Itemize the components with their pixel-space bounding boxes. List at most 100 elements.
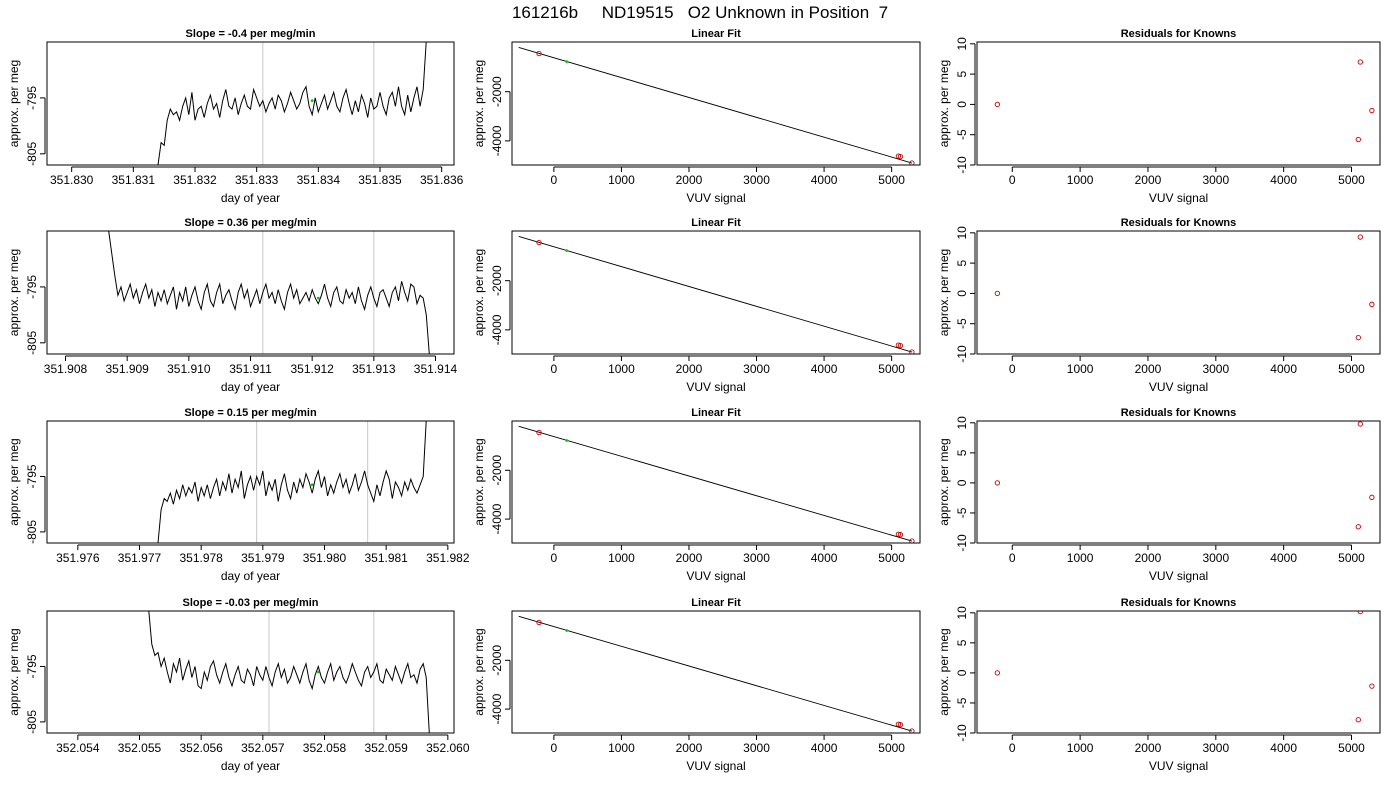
data-point	[909, 349, 915, 354]
x-tick-label: 4000	[1270, 551, 1297, 565]
chart-panel: Residuals for Knowns 0 1000 2000 3000 4000 500…	[937, 217, 1381, 394]
x-tick-label: 3000	[1202, 173, 1229, 187]
data-point	[994, 101, 1001, 108]
x-tick-label: 351.831	[112, 173, 156, 187]
plot-frame	[976, 420, 1381, 544]
x-tick-label: 351.835	[358, 173, 402, 187]
x-tick-label: 351.981	[364, 551, 408, 565]
x-tick-label: 0	[1009, 173, 1016, 187]
x-tick-label: 3000	[743, 551, 770, 565]
x-tick-label: 351.982	[426, 551, 470, 565]
data-point	[994, 670, 1001, 676]
y-tick-label: 0	[955, 669, 969, 676]
y-tick-label: 0	[955, 290, 969, 297]
x-tick-label: 5000	[1338, 741, 1365, 755]
x-tick-label: 5000	[878, 173, 905, 187]
x-tick-label: 2000	[1135, 551, 1162, 565]
y-tick-label: -805	[25, 141, 39, 165]
x-tick-label: 351.836	[420, 173, 464, 187]
y-tick-label: -5	[955, 129, 969, 140]
y-tick-label: -4000	[490, 125, 504, 156]
x-tick-label: 0	[551, 173, 558, 187]
x-tick-label: 3000	[1202, 741, 1229, 755]
x-tick-label: 351.913	[352, 362, 396, 376]
highlight-point	[565, 629, 569, 632]
chart-title: Slope = -0.03 per meg/min	[182, 597, 318, 609]
highlight-point	[310, 99, 314, 103]
x-tick-label: 352.057	[241, 741, 285, 755]
x-tick-label: 352.056	[179, 741, 223, 755]
y-tick-label: -2000	[490, 76, 504, 107]
y-tick-label: -2000	[490, 645, 504, 676]
x-tick-label: 351.832	[173, 173, 217, 187]
x-tick-label: 351.914	[414, 362, 458, 376]
y-tick-label: -795	[25, 86, 39, 110]
y-tick-label: -805	[25, 330, 39, 354]
x-tick-label: 4000	[1270, 741, 1297, 755]
x-tick-label: 3000	[1202, 362, 1229, 376]
highlight-point	[565, 249, 569, 253]
data-point	[909, 728, 915, 733]
x-tick-label: 3000	[743, 741, 770, 755]
plot-area	[994, 421, 1375, 530]
x-tick-label: 351.834	[297, 173, 341, 187]
x-tick-label: 351.980	[303, 551, 347, 565]
y-tick-label: -10	[955, 534, 969, 552]
chart-panel: Residuals for Knowns 0 1000 2000 3000 4000 500…	[937, 407, 1381, 583]
fit-line	[518, 425, 913, 542]
y-tick-label: 5	[955, 639, 969, 646]
x-tick-label: 5000	[1338, 551, 1365, 565]
plot-frame	[511, 420, 921, 544]
x-tick-label: 3000	[743, 173, 770, 187]
highlight-point	[316, 296, 320, 300]
y-tick-label: 5	[955, 70, 969, 77]
x-tick-label: 0	[551, 741, 558, 755]
x-tick-label: 0	[1009, 551, 1016, 565]
x-tick-label: 0	[551, 551, 558, 565]
chart-title: Slope = 0.15 per meg/min	[184, 407, 317, 419]
series-line	[148, 611, 430, 733]
x-tick-label: 1000	[608, 741, 635, 755]
plot-frame	[976, 41, 1381, 166]
chart-title: Slope = 0.36 per meg/min	[184, 217, 317, 229]
chart-panel: Slope = -0.03 per meg/min 352.054 352.055 3…	[7, 597, 470, 773]
chart-panel: Linear Fit 0 1000 2000 3000 4000 5000 VUV signa…	[472, 407, 921, 583]
data-point	[1357, 611, 1363, 615]
data-point	[897, 342, 904, 349]
data-point	[536, 619, 542, 626]
y-axis-label: approx. per meg	[937, 628, 951, 715]
y-tick-label: 10	[955, 226, 969, 240]
series-line	[157, 42, 427, 165]
x-tick-label: 352.055	[118, 741, 162, 755]
plot-frame	[511, 41, 921, 166]
data-point	[897, 722, 904, 728]
data-point	[1369, 494, 1375, 500]
x-tick-label: 351.911	[229, 362, 272, 376]
data-point	[536, 239, 542, 246]
series-line	[157, 421, 427, 543]
y-tick-label: -5	[955, 318, 969, 329]
x-axis-label: day of year	[221, 380, 280, 394]
y-axis-label: approx. per meg	[937, 60, 951, 147]
chart-title: Linear Fit	[691, 28, 741, 40]
x-axis-label: VUV signal	[686, 380, 745, 394]
x-tick-label: 1000	[608, 362, 635, 376]
plot-area	[518, 425, 915, 543]
chart-title: Residuals for Knowns	[1121, 597, 1237, 609]
plot-area	[994, 59, 1375, 143]
x-tick-label: 351.830	[50, 173, 94, 187]
plot-area	[994, 611, 1375, 723]
data-point	[897, 153, 904, 160]
x-tick-label: 5000	[878, 551, 905, 565]
chart-title: Linear Fit	[691, 217, 741, 229]
x-tick-label: 351.976	[56, 551, 100, 565]
x-axis-label: day of year	[221, 569, 280, 583]
data-point	[536, 50, 542, 57]
y-tick-label: 5	[955, 259, 969, 266]
x-tick-label: 352.058	[303, 741, 347, 755]
chart-title: Linear Fit	[691, 597, 741, 609]
data-point	[895, 153, 902, 159]
data-point	[1357, 234, 1363, 240]
x-tick-label: 5000	[1338, 362, 1365, 376]
